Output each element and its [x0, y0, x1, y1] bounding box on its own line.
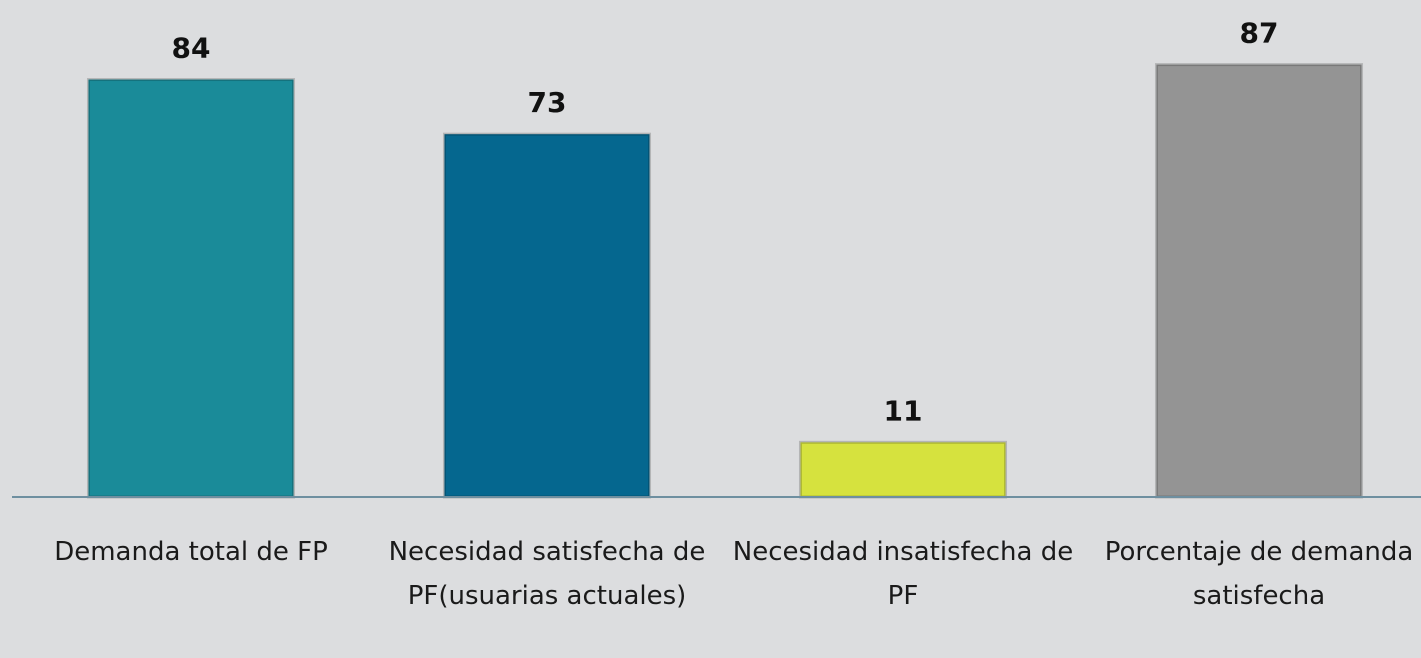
value-label: 11	[884, 394, 923, 427]
value-label: 73	[528, 86, 567, 119]
bar	[1154, 63, 1364, 499]
bar	[442, 132, 652, 499]
x-tick-label: Demanda total de FP	[54, 537, 328, 567]
x-tick-label: Necesidad insatisfecha de PF	[732, 537, 1074, 611]
bar	[798, 440, 1008, 499]
bar	[86, 78, 296, 499]
x-tick-label: Necesidad satisfecha de PF(usuarias actu…	[388, 537, 706, 611]
x-tick-label: Porcentaje de demanda satisfecha	[1104, 537, 1414, 611]
value-label: 84	[172, 32, 211, 65]
value-label: 87	[1240, 17, 1279, 50]
